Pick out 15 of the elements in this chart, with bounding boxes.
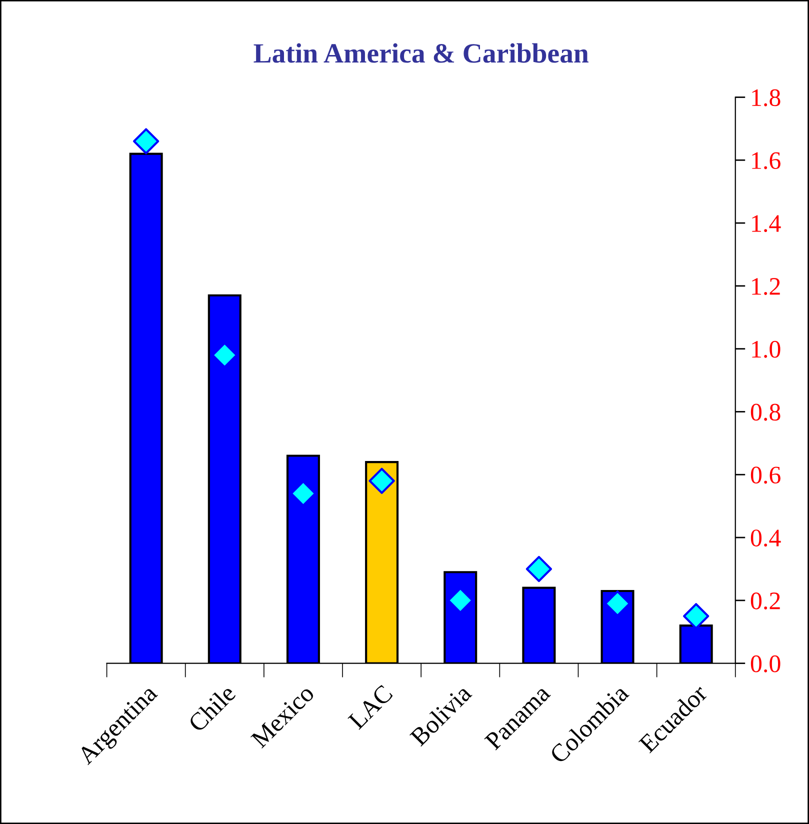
y-tick-label: 1.8 bbox=[752, 89, 780, 106]
y-tick-label: 1.6 bbox=[752, 152, 780, 170]
y-tick-label: 0.6 bbox=[750, 466, 780, 484]
x-tick-label: Chile bbox=[187, 683, 236, 733]
y-tick-label: 1.0 bbox=[752, 340, 780, 358]
point bbox=[526, 556, 552, 582]
y-tick-label: 0.0 bbox=[750, 655, 780, 672]
y-tick-label: 0.4 bbox=[750, 530, 781, 547]
y-tick-label: 1.4 bbox=[752, 215, 781, 232]
y-tick-label: 0.2 bbox=[750, 592, 780, 610]
chart-title: Latin America & Caribbean bbox=[254, 43, 588, 63]
y-tick-label: 1.2 bbox=[752, 278, 780, 295]
point bbox=[133, 128, 160, 154]
point bbox=[368, 468, 395, 494]
y-tick-label: 0.8 bbox=[750, 404, 780, 421]
